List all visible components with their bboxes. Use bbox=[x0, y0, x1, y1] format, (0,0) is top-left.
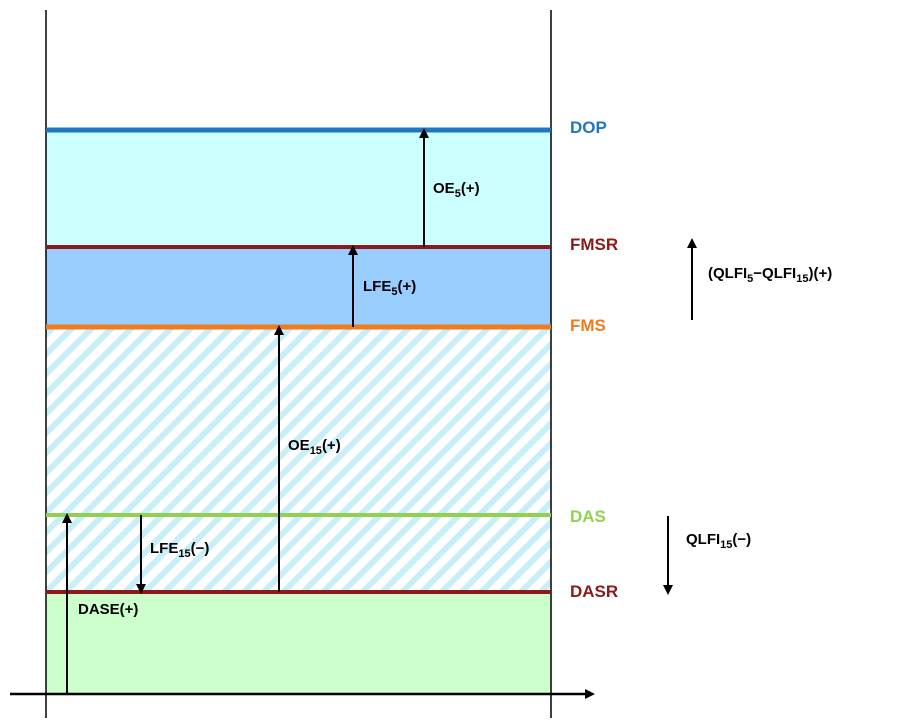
dase-label: DASE(+) bbox=[78, 601, 138, 618]
lfe15-label: LFE15(−) bbox=[150, 540, 209, 560]
band-dop-fmsr bbox=[46, 130, 551, 247]
qlfi-diff-label: (QLFI5−QLFI15)(+) bbox=[708, 265, 832, 285]
band-dasr-bottom bbox=[46, 592, 551, 694]
dop-label: DOP bbox=[570, 118, 607, 137]
das-label: DAS bbox=[570, 507, 606, 526]
dasr-label: DASR bbox=[570, 582, 618, 601]
band-fms-dasr-hatched bbox=[46, 327, 551, 592]
lfe5-label: LFE5(+) bbox=[363, 278, 416, 298]
fms-label: FMS bbox=[570, 316, 606, 335]
fmsr-label: FMSR bbox=[570, 235, 618, 254]
oe5-label: OE5(+) bbox=[433, 180, 480, 200]
qlfi15-label: QLFI15(−) bbox=[686, 531, 751, 551]
band-fmsr-fms bbox=[46, 247, 551, 327]
oe15-label: OE15(+) bbox=[288, 437, 341, 457]
